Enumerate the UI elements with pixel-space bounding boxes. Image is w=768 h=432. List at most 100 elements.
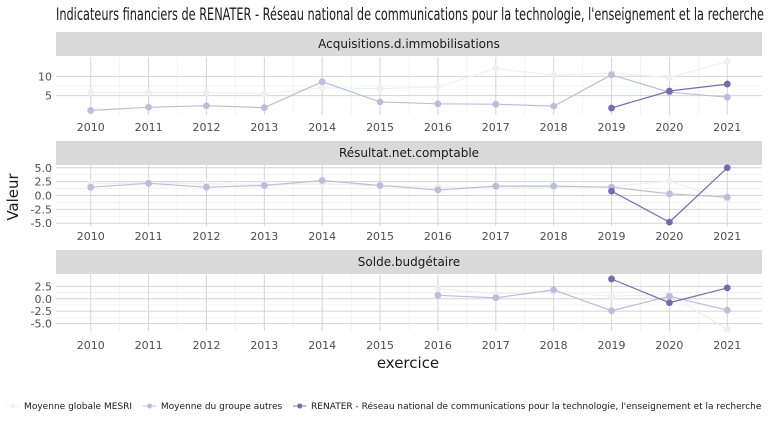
chart-title: Indicateurs financiers de RENATER - Rése…	[56, 5, 764, 25]
y-tick-label: 5.0	[35, 162, 53, 175]
x-tick-label: 2016	[424, 339, 452, 352]
x-tick-label: 2018	[540, 339, 568, 352]
data-point	[260, 104, 268, 112]
data-point	[318, 84, 326, 92]
y-tick-label: 2.5	[35, 280, 53, 293]
legend-item: RENATER - Réseau national de communicati…	[292, 401, 762, 412]
data-point	[550, 102, 558, 110]
y-tick-label: 5	[45, 90, 52, 103]
data-point	[723, 326, 731, 333]
x-tick-label: 2013	[250, 121, 278, 134]
series-line	[90, 74, 728, 111]
facet-panel: Acquisitions.d.immobilisations 5 10 2010 201…	[38, 32, 762, 134]
data-point	[145, 103, 152, 111]
x-tick-label: 2015	[366, 121, 394, 134]
legend-label: Moyenne globale MESRI	[24, 402, 132, 412]
x-tick-label: 2021	[713, 230, 741, 243]
series-line	[90, 179, 728, 198]
x-tick-label: 2015	[366, 230, 394, 243]
x-tick-label: 2017	[482, 121, 510, 134]
x-tick-label: 2014	[308, 121, 336, 134]
x-tick-label: 2019	[598, 230, 626, 243]
y-tick-label: -2.5	[31, 203, 52, 216]
legend-item: Moyenne du groupe autres	[142, 402, 283, 412]
x-tick-label: 2020	[655, 121, 683, 134]
legend-item: Moyenne globale MESRI	[5, 402, 132, 412]
x-tick-label: 2018	[540, 121, 568, 134]
x-tick-label: 2017	[482, 339, 510, 352]
legend-key-point	[10, 403, 16, 409]
series-line	[90, 61, 728, 95]
data-point	[723, 93, 731, 101]
data-point	[318, 177, 326, 184]
y-tick-label: -5.0	[31, 217, 52, 230]
data-point	[434, 186, 442, 194]
data-point	[203, 89, 210, 96]
series-line	[437, 289, 728, 312]
facet-strip	[56, 141, 762, 165]
data-point	[434, 285, 442, 293]
facet-panel: Solde.budgétaire -5.0-2.50.02.5 2010 2011 20…	[31, 250, 762, 352]
facet-panels: Acquisitions.d.immobilisations 5 10 2010 201…	[31, 32, 762, 352]
data-point	[608, 104, 615, 112]
data-point	[550, 286, 558, 294]
x-tick-label: 2013	[250, 230, 278, 243]
x-tick-label: 2012	[192, 230, 220, 243]
legend-key-point	[297, 403, 303, 409]
x-tick-label: 2013	[250, 339, 278, 352]
x-tick-label: 2019	[598, 339, 626, 352]
data-point	[434, 83, 442, 91]
y-tick-label: 2.5	[35, 176, 53, 189]
data-point	[608, 71, 615, 79]
data-point	[260, 90, 268, 98]
x-tick-label: 2021	[713, 121, 741, 134]
data-point	[666, 218, 673, 226]
data-point	[492, 65, 500, 72]
data-point	[87, 89, 95, 96]
data-point	[492, 100, 500, 108]
data-point	[550, 182, 558, 190]
y-tick-label: 0.0	[35, 190, 53, 203]
data-point	[723, 58, 731, 66]
x-tick-label: 2011	[135, 230, 163, 243]
x-tick-label: 2014	[308, 230, 336, 243]
x-tick-label: 2012	[192, 121, 220, 134]
data-point	[608, 292, 615, 300]
x-tick-label: 2015	[366, 339, 394, 352]
data-point	[608, 275, 615, 283]
data-point	[608, 187, 615, 195]
y-tick-label: -5.0	[31, 318, 52, 331]
data-point	[318, 78, 326, 86]
x-axis-title: exercice	[377, 354, 439, 372]
data-point	[550, 71, 558, 79]
data-point	[87, 106, 95, 114]
data-point	[723, 284, 731, 292]
facet-strip-label: Résultat.net.comptable	[339, 146, 479, 160]
data-point	[723, 306, 731, 314]
legend-label: RENATER - Réseau national de communicati…	[311, 401, 762, 412]
y-tick-label: 10	[38, 70, 52, 83]
data-point	[376, 85, 384, 93]
facet-strip	[56, 250, 762, 274]
data-point	[666, 299, 673, 307]
data-point	[723, 193, 731, 201]
x-tick-label: 2018	[540, 230, 568, 243]
y-tick-label: 0.0	[35, 293, 53, 306]
data-point	[723, 164, 731, 172]
x-tick-label: 2020	[655, 339, 683, 352]
facet-strip-label: Solde.budgétaire	[358, 255, 460, 269]
x-tick-label: 2016	[424, 230, 452, 243]
y-axis-title: Valeur	[4, 172, 22, 220]
data-point	[376, 182, 384, 189]
data-point	[492, 182, 500, 190]
data-point	[434, 291, 442, 299]
data-point	[666, 190, 673, 198]
legend: Moyenne globale MESRI Moyenne du groupe a…	[5, 401, 762, 412]
data-point	[145, 179, 152, 187]
x-tick-label: 2012	[192, 339, 220, 352]
x-tick-label: 2021	[713, 339, 741, 352]
x-tick-label: 2020	[655, 230, 683, 243]
x-tick-label: 2011	[135, 121, 163, 134]
x-tick-label: 2017	[482, 230, 510, 243]
